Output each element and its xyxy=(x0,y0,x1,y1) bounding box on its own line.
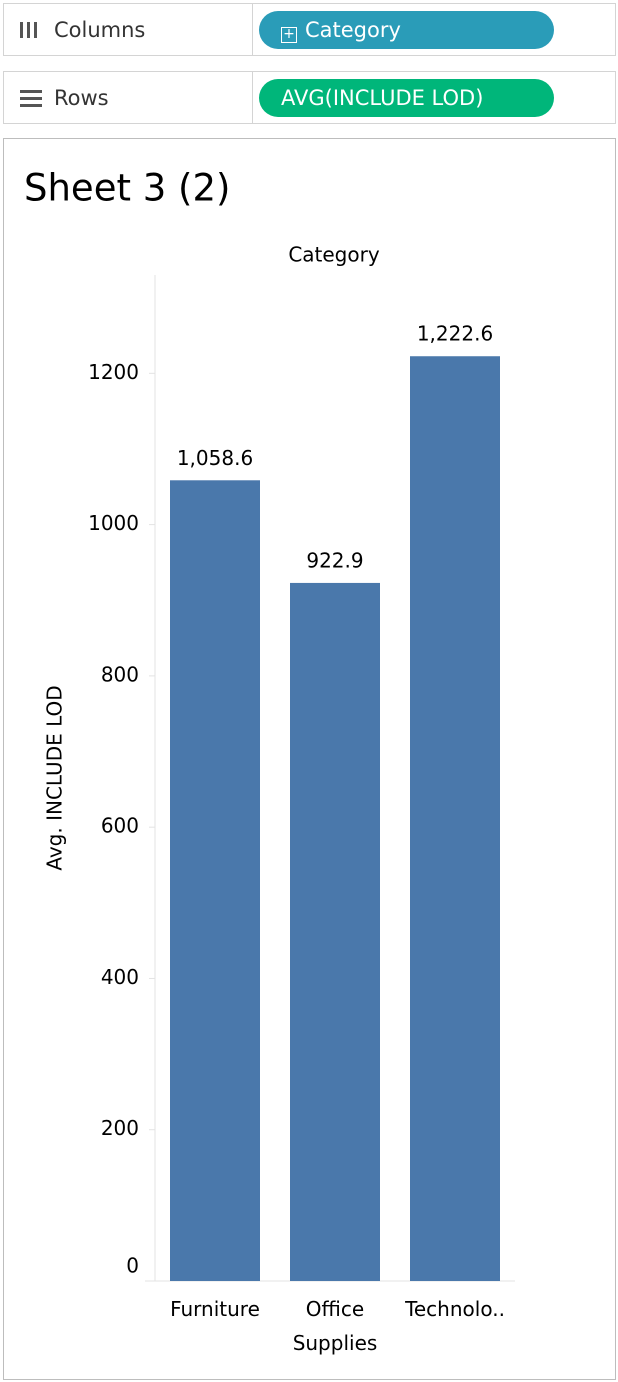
y-axis-label: Avg. INCLUDE LOD xyxy=(43,685,67,870)
y-tick-label: 0 xyxy=(126,1254,139,1278)
pill[interactable]: AVG(INCLUDE LOD) xyxy=(259,79,554,117)
y-tick-label: 400 xyxy=(101,965,139,989)
rows-shelf: Rows AVG(INCLUDE LOD) xyxy=(3,71,616,124)
bar xyxy=(290,582,380,1281)
columns-shelf: Columns + Category xyxy=(3,3,616,56)
columns-icon xyxy=(20,22,37,38)
y-tick-label: 200 xyxy=(101,1116,139,1140)
y-tick-label: 1200 xyxy=(88,360,139,384)
data-label: 1,058.6 xyxy=(177,446,253,470)
shelf-label: Rows xyxy=(54,86,109,110)
x-header: Category xyxy=(288,243,380,267)
bar xyxy=(170,480,260,1281)
data-label: 1,222.6 xyxy=(417,322,493,346)
chart-title: Sheet 3 (2) xyxy=(24,167,230,210)
sheet-panel xyxy=(3,138,616,1380)
shelf-label: Columns xyxy=(54,18,146,42)
bar xyxy=(410,356,500,1281)
pill-text: AVG(INCLUDE LOD) xyxy=(281,86,484,110)
pill-text: Category xyxy=(305,18,401,42)
y-tick-label: 800 xyxy=(101,662,139,686)
data-label: 922.9 xyxy=(306,548,363,572)
x-tick-label: Office Supplies xyxy=(292,1297,378,1355)
x-tick-label: Furniture xyxy=(170,1297,260,1321)
rows-icon xyxy=(20,90,42,107)
pill[interactable]: + Category xyxy=(259,11,554,49)
x-tick-label: Technolo.. xyxy=(405,1297,505,1321)
y-tick-label: 1000 xyxy=(88,511,139,535)
y-tick-label: 600 xyxy=(101,814,139,838)
